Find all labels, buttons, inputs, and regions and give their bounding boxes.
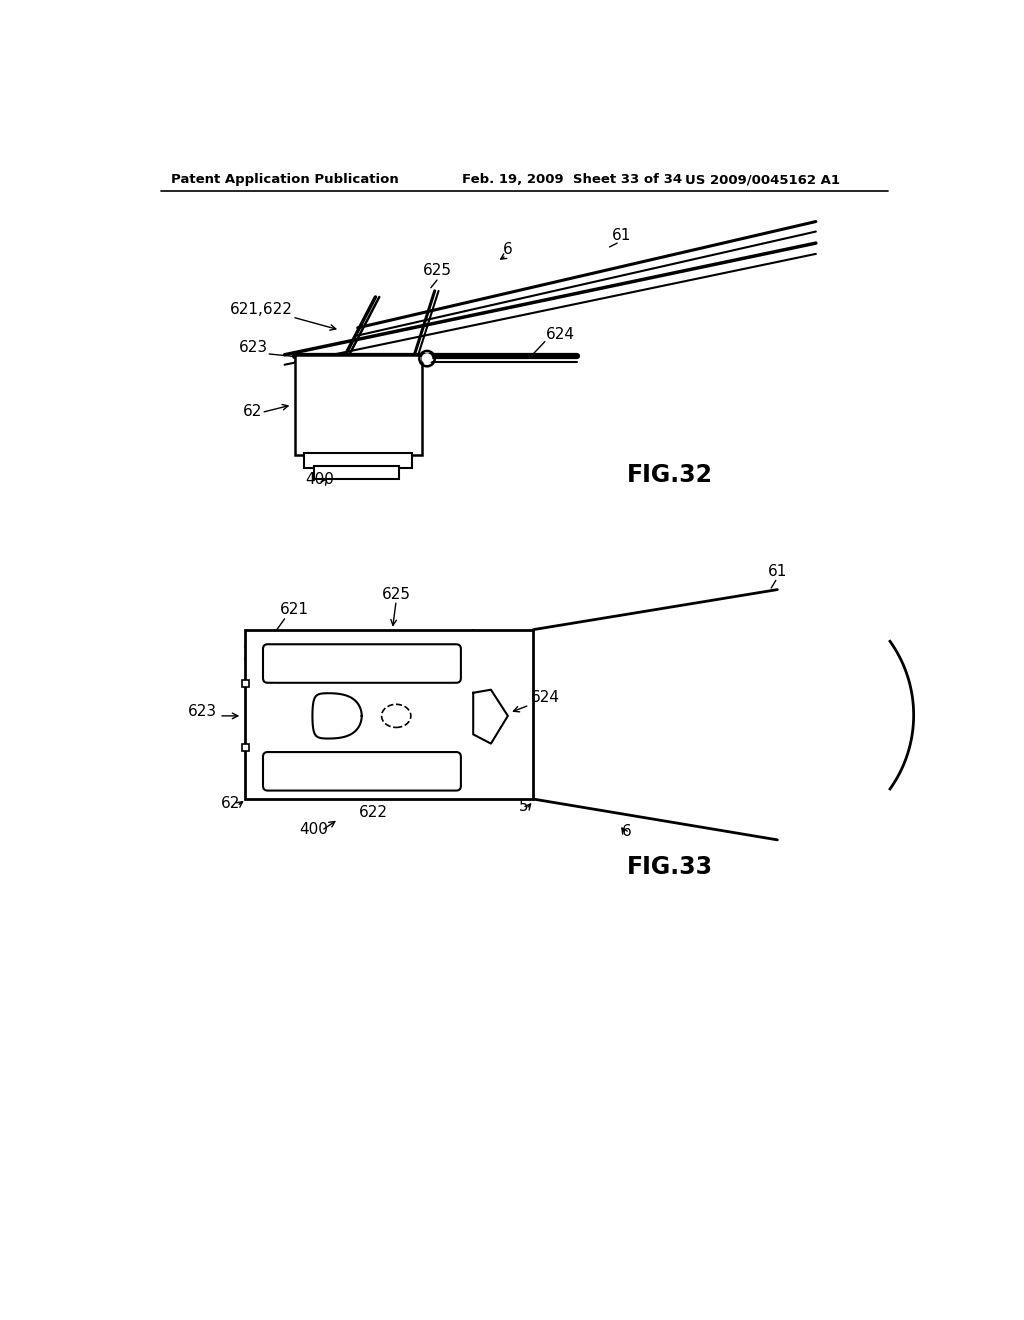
Bar [245,630,534,799]
Text: Feb. 19, 2009  Sheet 33 of 34: Feb. 19, 2009 Sheet 33 of 34 [462,173,682,186]
Text: 624: 624 [547,327,575,342]
Text: 625: 625 [382,587,411,602]
Bar [295,355,422,455]
Text: 624: 624 [531,690,560,705]
Bar [304,453,412,469]
Text: 621: 621 [281,602,309,618]
Text: 5: 5 [518,800,528,814]
Polygon shape [273,669,451,680]
Text: US 2009/0045162 A1: US 2009/0045162 A1 [685,173,840,186]
Polygon shape [312,693,361,739]
Text: 6: 6 [503,242,513,257]
Text: 622: 622 [358,805,388,820]
FancyBboxPatch shape [263,644,461,682]
Text: 623: 623 [187,704,217,719]
Text: 623: 623 [239,341,267,355]
Text: 400: 400 [305,473,334,487]
Bar [313,466,398,479]
Text: 61: 61 [612,228,632,243]
Polygon shape [273,755,451,766]
Polygon shape [473,689,508,743]
Bar [243,681,249,688]
Text: Patent Application Publication: Patent Application Publication [171,173,398,186]
Circle shape [422,354,432,363]
Text: 61: 61 [768,564,787,578]
Text: 62: 62 [243,404,262,420]
Text: 621,622: 621,622 [230,302,293,317]
Text: 62: 62 [221,796,241,812]
Ellipse shape [382,705,411,727]
Text: FIG.32: FIG.32 [627,463,713,487]
FancyBboxPatch shape [263,752,461,791]
Text: 625: 625 [423,264,452,279]
Text: 6: 6 [623,824,632,840]
Text: 400: 400 [299,821,329,837]
Bar [243,744,249,751]
Text: FIG.33: FIG.33 [627,855,713,879]
